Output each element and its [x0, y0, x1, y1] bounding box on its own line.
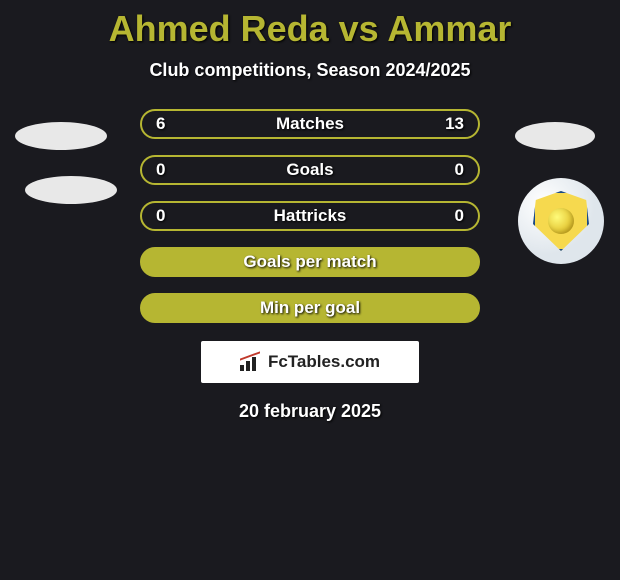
- branding-text: FcTables.com: [268, 352, 380, 372]
- stat-value-left: 0: [156, 206, 176, 226]
- stat-label: Goals per match: [243, 252, 376, 272]
- player-badge-right-1: [515, 122, 595, 150]
- player-badge-left-2: [25, 176, 117, 204]
- stat-row-goals-per-match: Goals per match: [140, 247, 480, 277]
- page-title: Ahmed Reda vs Ammar: [0, 0, 620, 50]
- stat-label: Min per goal: [260, 298, 360, 318]
- stat-value-right: 0: [444, 160, 464, 180]
- subtitle: Club competitions, Season 2024/2025: [0, 60, 620, 81]
- date-text: 20 february 2025: [0, 401, 620, 422]
- stat-value-right: 0: [444, 206, 464, 226]
- club-logo-right: [518, 178, 604, 264]
- stat-label: Hattricks: [274, 206, 347, 226]
- branding-badge[interactable]: FcTables.com: [201, 341, 419, 383]
- player-badge-left-1: [15, 122, 107, 150]
- stat-label: Goals: [286, 160, 333, 180]
- chart-icon: [240, 353, 262, 371]
- stat-row-min-per-goal: Min per goal: [140, 293, 480, 323]
- stat-value-right: 13: [444, 114, 464, 134]
- stat-value-left: 0: [156, 160, 176, 180]
- stat-row-matches: 6 Matches 13: [140, 109, 480, 139]
- stat-row-hattricks: 0 Hattricks 0: [140, 201, 480, 231]
- stat-label: Matches: [276, 114, 344, 134]
- stat-value-left: 6: [156, 114, 176, 134]
- stat-row-goals: 0 Goals 0: [140, 155, 480, 185]
